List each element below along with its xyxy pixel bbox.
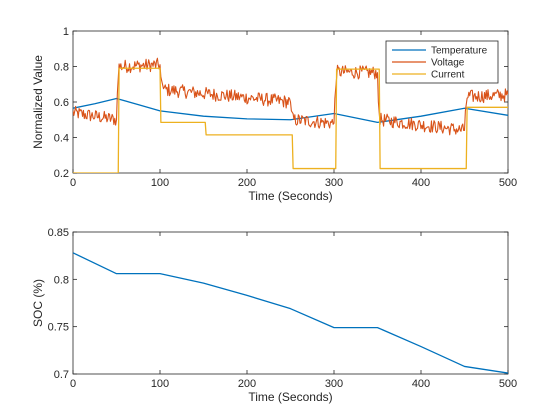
x-tick-label: 300	[325, 177, 343, 189]
y-tick-label: 0.4	[54, 133, 69, 145]
x-tick-label: 100	[151, 378, 169, 390]
x-axis-label: Time (Seconds)	[248, 189, 332, 203]
y-axis-label: SOC (%)	[31, 279, 45, 327]
bottom-plot: 0 100 200 300 400 500 0.7 0.75 0.8 0.85 Time (Seco…	[31, 227, 517, 404]
x-tick-label: 400	[412, 177, 430, 189]
x-tick-label: 500	[499, 177, 517, 189]
x-tick-label: 100	[151, 177, 169, 189]
series-line-0	[73, 252, 508, 374]
y-tick-label: 0.8	[54, 62, 69, 74]
y-tick-label: 0.6	[54, 97, 69, 109]
axes-frame	[72, 231, 509, 375]
legend-entry: Current	[431, 70, 465, 81]
series-line-voltage	[73, 57, 508, 136]
y-tick-label: 0.7	[54, 369, 69, 381]
y-tick-label: 0.85	[48, 227, 69, 239]
x-tick-label: 400	[412, 378, 430, 390]
legend-entry: Voltage	[431, 58, 465, 69]
series-line-current	[73, 67, 508, 173]
y-tick-label: 0.75	[48, 322, 69, 334]
legend-entry: Temperature	[431, 46, 488, 57]
y-tick-label: 0.2	[54, 168, 69, 180]
top-plot: 0 100 200 300 400 500 0.2 0.4 0.6 0.8 1 Time (Secon…	[31, 26, 517, 203]
x-tick-label: 0	[70, 177, 76, 189]
y-tick-label: 1	[63, 26, 69, 38]
x-tick-label: 500	[499, 378, 517, 390]
x-tick-label: 200	[238, 177, 256, 189]
x-tick-label: 0	[70, 378, 76, 390]
series-line-temperature	[73, 97, 508, 124]
y-axis-label: Normalized Value	[31, 55, 45, 149]
x-tick-label: 200	[238, 378, 256, 390]
x-tick-label: 300	[325, 378, 343, 390]
x-axis-label: Time (Seconds)	[248, 390, 332, 404]
y-tick-label: 0.8	[54, 274, 69, 286]
